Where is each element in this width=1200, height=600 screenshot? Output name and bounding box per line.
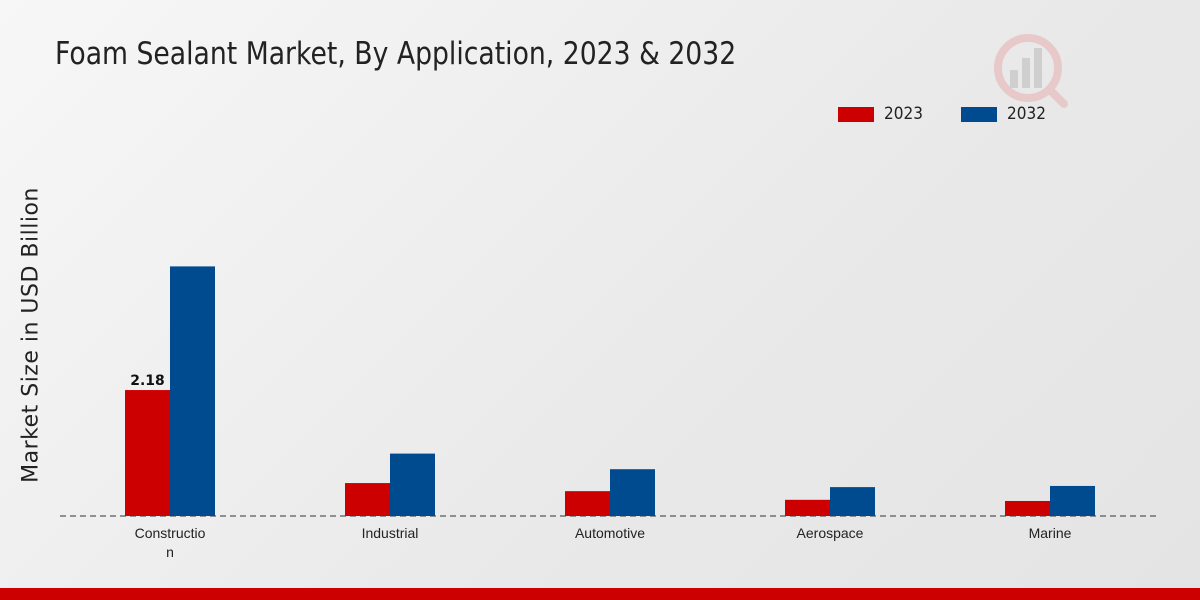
bar-automotive-2023 [565, 491, 610, 516]
data-label-construction-2023: 2.18 [130, 373, 165, 389]
chart-title: Foam Sealant Market, By Application, 202… [55, 36, 737, 72]
legend-swatch-2023 [838, 106, 874, 122]
chart-legend: 2023 2032 [838, 104, 1085, 124]
analytics-logo-icon [992, 30, 1072, 114]
legend-swatch-2032 [961, 106, 998, 122]
legend-label-2023: 2023 [884, 104, 923, 124]
bar-aerospace-2032 [830, 487, 875, 516]
bar-construction-2023 [125, 390, 170, 516]
bar-aerospace-2023 [785, 499, 830, 516]
bar-marine-2032 [1050, 485, 1095, 516]
bar-automotive-2032 [610, 469, 655, 516]
legend-item-2023[interactable]: 2023 [838, 104, 927, 124]
x-tick-label-automotive: Automotive [575, 525, 645, 541]
x-tick-label-industrial: Industrial [362, 525, 419, 541]
bar-industrial-2023 [345, 483, 390, 516]
bar-construction-2032 [170, 266, 215, 516]
bar-industrial-2032 [390, 453, 435, 516]
legend-label-2032: 2032 [1007, 104, 1047, 124]
legend-item-2032[interactable]: 2032 [961, 104, 1050, 124]
x-tick-label-construction: Constructio n [135, 525, 206, 560]
bar-marine-2023 [1005, 500, 1050, 516]
bottom-accent-bar [0, 588, 1200, 600]
x-tick-label-aerospace: Aerospace [797, 525, 864, 541]
x-tick-label-marine: Marine [1029, 525, 1072, 541]
